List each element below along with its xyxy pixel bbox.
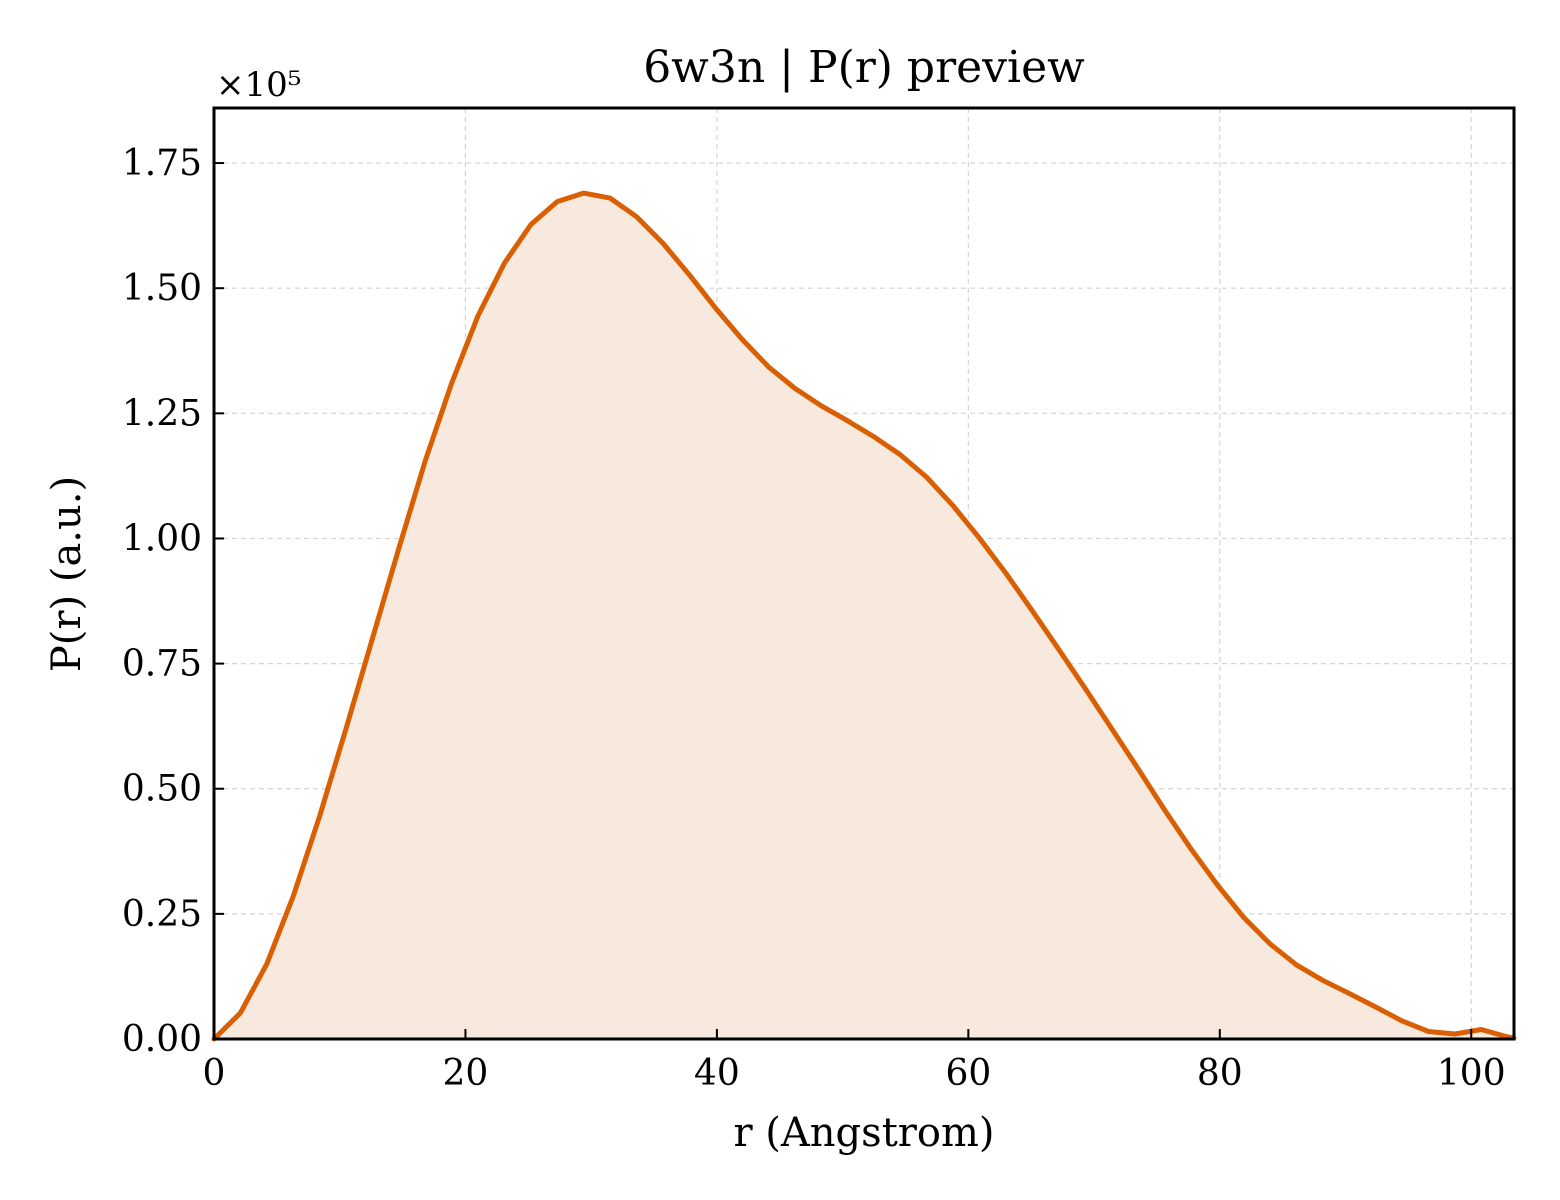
y-axis-label: P(r) (a.u.): [44, 476, 90, 672]
x-tick-label: 20: [443, 1053, 489, 1094]
y-tick-label: 1.00: [122, 518, 202, 559]
chart-title: 6w3n | P(r) preview: [643, 42, 1085, 93]
y-tick-label: 1.25: [122, 393, 202, 434]
x-tick-label: 100: [1437, 1053, 1506, 1094]
x-tick-label: 40: [694, 1053, 740, 1094]
plot-frame: [212, 106, 1516, 1041]
axis-ticks: 0 20 40 60 80 100 0.00 0.25 0.50 0.75 1.00 1.25 1.50…: [122, 143, 1506, 1094]
x-axis-label: r (Angstrom): [733, 1110, 994, 1156]
y-tick-label: 0.75: [122, 644, 202, 685]
x-tick-label: 60: [945, 1053, 991, 1094]
y-tick-label: 0.00: [122, 1019, 202, 1060]
y-offset-label: ×10⁵: [216, 65, 301, 105]
x-tick-label: 0: [203, 1053, 226, 1094]
y-tick-label: 1.50: [122, 268, 202, 309]
pr-series-line: [211, 190, 1517, 1042]
x-tick-label: 80: [1197, 1053, 1243, 1094]
pr-area-fill: [214, 193, 1514, 1040]
y-tick-label: 0.25: [122, 894, 202, 935]
y-tick-label: 1.75: [122, 143, 202, 184]
y-tick-label: 0.50: [122, 769, 202, 810]
